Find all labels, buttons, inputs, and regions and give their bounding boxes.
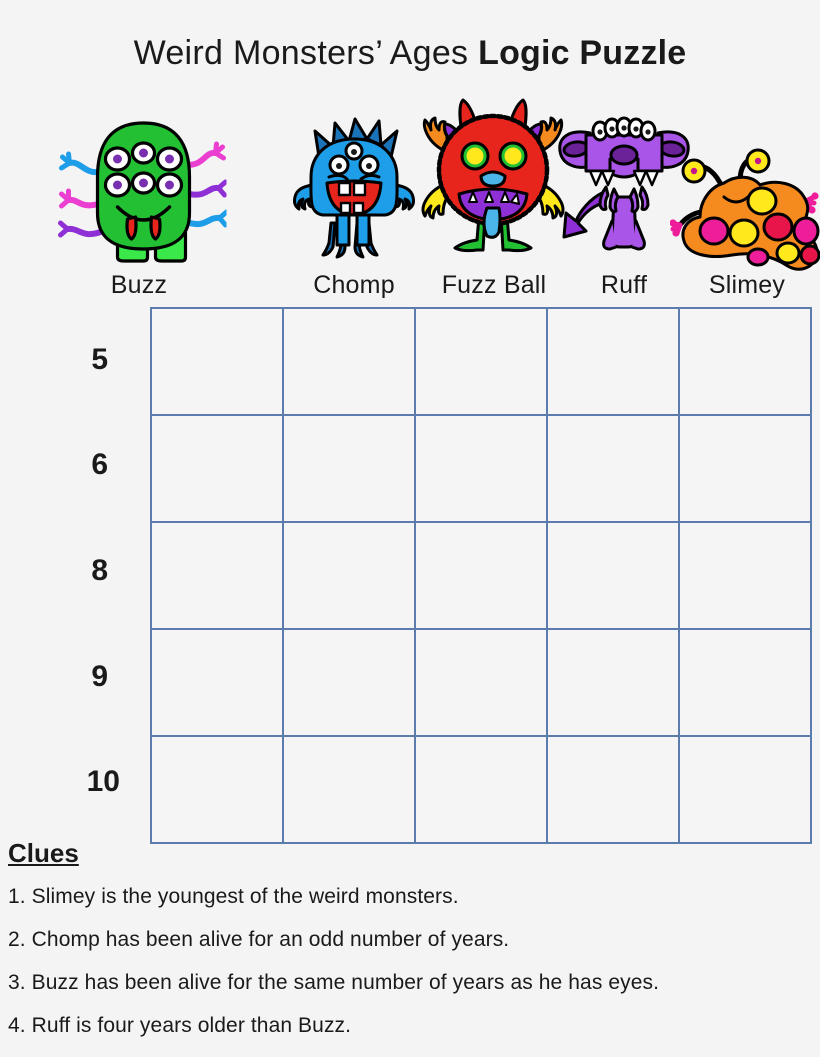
clue-item-4: 4. Ruff is four years older than Buzz. [8, 1014, 352, 1037]
grid-cell-10-fuzzball[interactable] [414, 735, 548, 844]
monster-name-slimey: Slimey [708, 271, 786, 299]
purple-dog-monster-icon [554, 101, 694, 266]
monster-name-fuzzball: Fuzz Ball [441, 271, 547, 299]
clues-heading: Clues [8, 838, 79, 868]
grid-cell-6-chomp[interactable] [282, 414, 416, 523]
grid-cell-10-ruff[interactable] [546, 735, 680, 844]
age-label-column: 5 6 8 9 10 [0, 307, 146, 835]
page-title: Weird Monsters’ Ages Logic Puzzle [0, 34, 820, 73]
age-label-8: 8 [91, 554, 108, 587]
grid-cell-8-chomp[interactable] [282, 521, 416, 630]
table-row [150, 521, 812, 630]
grid-cell-8-slimey[interactable] [678, 521, 812, 630]
grid-cell-6-buzz[interactable] [150, 414, 284, 523]
grid-cell-9-slimey[interactable] [678, 628, 812, 737]
monster-slot-chomp: Chomp [284, 100, 424, 300]
monster-slot-buzz: Buzz [58, 100, 229, 300]
grid-cell-6-ruff[interactable] [546, 414, 680, 523]
table-row [150, 307, 812, 416]
grid-cell-8-fuzzball[interactable] [414, 521, 548, 630]
monster-name-chomp: Chomp [313, 271, 395, 299]
page-title-bold: Logic Puzzle [478, 34, 687, 72]
clue-item-2: 2. Chomp has been alive for an odd numbe… [8, 928, 510, 951]
monster-gallery: Buzz [58, 98, 820, 300]
grid-cell-9-fuzzball[interactable] [414, 628, 548, 737]
grid-cell-5-ruff[interactable] [546, 307, 680, 416]
orange-spotted-blob-monster-icon [669, 139, 820, 284]
age-label-5: 5 [91, 343, 108, 376]
table-row [150, 735, 812, 844]
monster-slot-fuzzball: Fuzz Ball [414, 98, 574, 300]
grid-cell-5-chomp[interactable] [282, 307, 416, 416]
age-label-10: 10 [86, 765, 120, 798]
clue-item-3: 3. Buzz has been alive for the same numb… [8, 971, 660, 994]
grid-cell-9-chomp[interactable] [282, 628, 416, 737]
red-fuzzy-horned-monster-icon [419, 98, 569, 268]
monster-slot-ruff: Ruff [554, 100, 694, 300]
age-label-9: 9 [91, 660, 108, 693]
grid-cell-10-buzz[interactable] [150, 735, 284, 844]
grid-cell-9-ruff[interactable] [546, 628, 680, 737]
puzzle-grid-container [150, 307, 812, 844]
monster-name-buzz: Buzz [110, 271, 168, 299]
table-row [150, 628, 812, 737]
grid-cell-6-slimey[interactable] [678, 414, 812, 523]
grid-cell-10-slimey[interactable] [678, 735, 812, 844]
age-label-6: 6 [91, 448, 108, 481]
grid-cell-5-slimey[interactable] [678, 307, 812, 416]
grid-cell-6-fuzzball[interactable] [414, 414, 548, 523]
grid-cell-9-buzz[interactable] [150, 628, 284, 737]
blue-spiky-monster-icon [289, 115, 419, 270]
grid-cell-5-buzz[interactable] [150, 307, 284, 416]
table-row [150, 414, 812, 523]
puzzle-grid [150, 307, 812, 844]
monster-name-ruff: Ruff [600, 271, 648, 299]
clue-item-1: 1. Slimey is the youngest of the weird m… [8, 885, 459, 908]
monster-slot-slimey: Slimey [669, 100, 820, 300]
green-six-eyed-monster-icon [52, 115, 229, 270]
page-title-light: Weird Monsters’ Ages [133, 34, 479, 72]
grid-cell-8-buzz[interactable] [150, 521, 284, 630]
grid-cell-10-chomp[interactable] [282, 735, 416, 844]
clues-section: Clues 1. Slimey is the youngest of the w… [8, 838, 820, 1057]
grid-cell-8-ruff[interactable] [546, 521, 680, 630]
grid-cell-5-fuzzball[interactable] [414, 307, 548, 416]
